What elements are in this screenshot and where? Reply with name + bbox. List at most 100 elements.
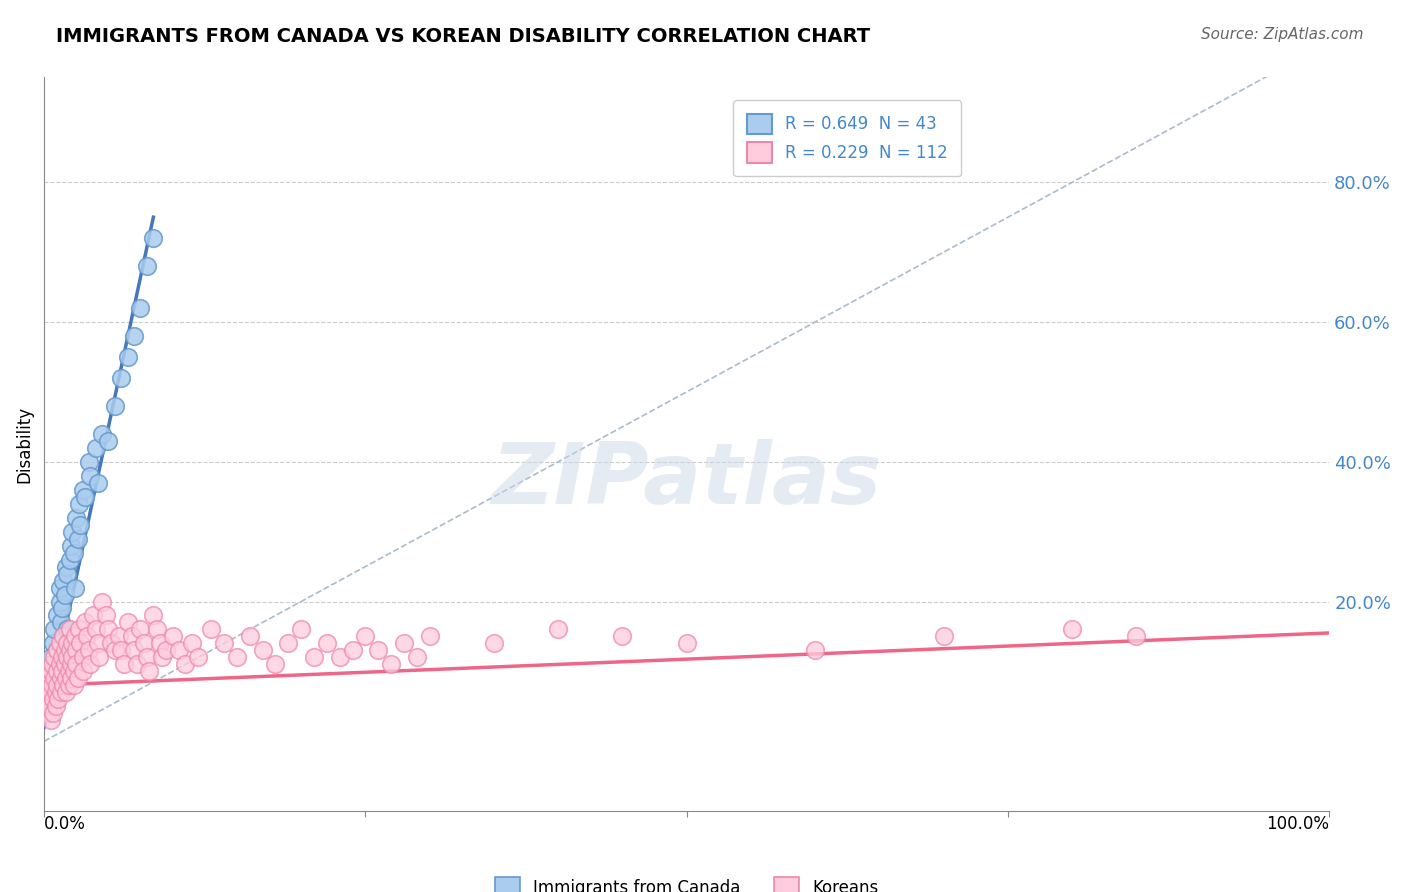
Point	[48, 581, 70, 595]
Point	[72, 483, 94, 497]
Point	[59, 643, 82, 657]
Point	[63, 629, 86, 643]
Point	[72, 665, 94, 679]
Point	[60, 650, 83, 665]
Point	[239, 629, 262, 643]
Point	[65, 643, 87, 657]
Point	[48, 657, 70, 672]
Point	[142, 608, 165, 623]
Point	[60, 636, 83, 650]
Point	[39, 685, 62, 699]
Point	[46, 678, 69, 692]
Point	[150, 650, 173, 665]
Point	[277, 636, 299, 650]
Point	[264, 657, 287, 672]
Point	[121, 629, 143, 643]
Point	[82, 608, 104, 623]
Point	[37, 678, 59, 692]
Point	[1125, 629, 1147, 643]
Point	[46, 643, 69, 657]
Point	[117, 350, 139, 364]
Point	[97, 434, 120, 448]
Point	[66, 532, 89, 546]
Point	[225, 650, 247, 665]
Point	[39, 650, 62, 665]
Point	[252, 643, 274, 657]
Point	[135, 650, 157, 665]
Point	[187, 650, 209, 665]
Point	[60, 524, 83, 539]
Point	[49, 615, 72, 630]
Point	[1062, 623, 1084, 637]
Point	[87, 636, 110, 650]
Point	[55, 559, 77, 574]
Point	[48, 636, 70, 650]
Point	[42, 636, 65, 650]
Point	[146, 623, 169, 637]
Point	[142, 231, 165, 245]
Point	[342, 643, 364, 657]
Point	[39, 672, 62, 686]
Point	[38, 699, 60, 714]
Point	[315, 636, 337, 650]
Point	[110, 371, 132, 385]
Point	[41, 678, 63, 692]
Point	[107, 629, 129, 643]
Point	[155, 643, 177, 657]
Point	[62, 665, 84, 679]
Point	[932, 629, 955, 643]
Point	[354, 629, 377, 643]
Text: IMMIGRANTS FROM CANADA VS KOREAN DISABILITY CORRELATION CHART: IMMIGRANTS FROM CANADA VS KOREAN DISABIL…	[56, 27, 870, 45]
Point	[94, 608, 117, 623]
Point	[87, 475, 110, 490]
Point	[37, 692, 59, 706]
Point	[52, 678, 75, 692]
Point	[104, 399, 127, 413]
Point	[60, 672, 83, 686]
Point	[38, 672, 60, 686]
Text: Source: ZipAtlas.com: Source: ZipAtlas.com	[1201, 27, 1364, 42]
Point	[180, 636, 202, 650]
Point	[110, 643, 132, 657]
Point	[75, 615, 97, 630]
Point	[48, 594, 70, 608]
Point	[135, 259, 157, 273]
Point	[39, 665, 62, 679]
Point	[69, 636, 91, 650]
Point	[84, 441, 107, 455]
Point	[52, 629, 75, 643]
Point	[77, 643, 100, 657]
Point	[612, 629, 634, 643]
Point	[67, 623, 90, 637]
Point	[212, 636, 235, 650]
Point	[149, 636, 172, 650]
Point	[75, 490, 97, 504]
Point	[79, 657, 101, 672]
Point	[122, 329, 145, 343]
Point	[392, 636, 415, 650]
Point	[91, 426, 114, 441]
Point	[53, 643, 76, 657]
Point	[51, 601, 73, 615]
Point	[60, 539, 83, 553]
Point	[138, 665, 160, 679]
Legend: R = 0.649  N = 43, R = 0.229  N = 112: R = 0.649 N = 43, R = 0.229 N = 112	[734, 101, 962, 176]
Point	[89, 650, 111, 665]
Point	[59, 552, 82, 566]
Point	[55, 685, 77, 699]
Point	[56, 623, 79, 637]
Point	[56, 566, 79, 581]
Text: ZIPatlas: ZIPatlas	[492, 440, 882, 523]
Point	[60, 657, 83, 672]
Point	[129, 623, 152, 637]
Point	[56, 636, 79, 650]
Point	[52, 574, 75, 588]
Point	[49, 685, 72, 699]
Point	[45, 685, 67, 699]
Point	[125, 657, 148, 672]
Point	[122, 643, 145, 657]
Point	[91, 594, 114, 608]
Point	[419, 629, 441, 643]
Point	[547, 623, 569, 637]
Point	[42, 692, 65, 706]
